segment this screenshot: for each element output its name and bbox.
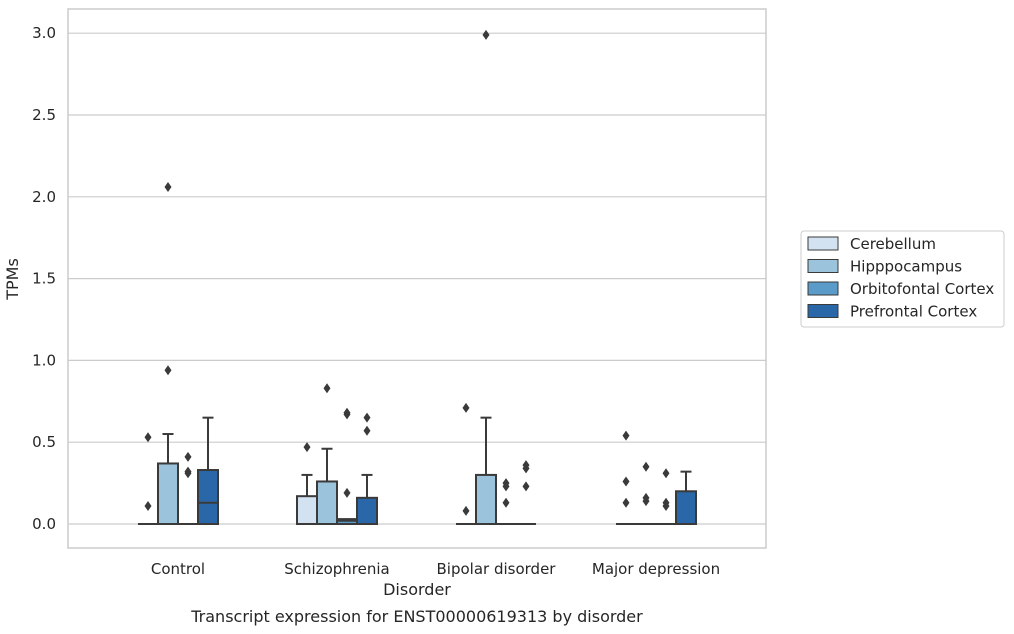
legend-label: Hipppocampus bbox=[850, 258, 962, 276]
y-tick-label: 1.5 bbox=[32, 270, 56, 288]
outlier-point bbox=[642, 461, 650, 472]
outlier-point bbox=[522, 463, 530, 474]
x-axis-title: Disorder bbox=[383, 580, 451, 599]
box bbox=[197, 469, 219, 525]
y-tick-label: 2.0 bbox=[32, 188, 56, 206]
x-tick-labels: Control Schizophrenia Bipolar disorder Majo… bbox=[151, 560, 720, 578]
x-tick-label: Major depression bbox=[592, 560, 720, 578]
box bbox=[157, 462, 179, 525]
legend-swatch bbox=[807, 281, 839, 296]
y-tick-label: 3.0 bbox=[32, 24, 56, 42]
outlier-point bbox=[502, 497, 510, 508]
series-hipppocampus bbox=[157, 29, 656, 526]
outlier-point bbox=[343, 487, 351, 498]
x-tick-label: Schizophrenia bbox=[284, 560, 389, 578]
outlier-point bbox=[144, 501, 152, 512]
gridlines bbox=[68, 32, 766, 525]
outlier-point bbox=[662, 501, 670, 512]
y-axis-title: TPMs bbox=[3, 258, 22, 301]
outlier-point bbox=[642, 496, 650, 507]
box bbox=[675, 490, 697, 525]
y-tick-label: 0.5 bbox=[32, 433, 56, 451]
box bbox=[296, 495, 318, 525]
outlier-point bbox=[622, 476, 630, 487]
series-orbitofontal-cortex bbox=[178, 407, 676, 525]
y-tick-label: 0.0 bbox=[32, 515, 56, 533]
outlier-point bbox=[323, 383, 331, 394]
outlier-point bbox=[343, 409, 351, 420]
outlier-point bbox=[164, 181, 172, 192]
series-cerebellum bbox=[138, 402, 636, 525]
outlier-point bbox=[622, 430, 630, 441]
legend-swatch bbox=[807, 304, 839, 318]
x-tick-label: Control bbox=[151, 560, 205, 578]
outlier-point bbox=[303, 442, 311, 453]
outlier-point bbox=[363, 425, 371, 436]
outlier-point bbox=[622, 497, 630, 508]
legend-label: Orbitofontal Cortex bbox=[850, 280, 994, 298]
outlier-point bbox=[522, 481, 530, 492]
outlier-point bbox=[462, 505, 470, 516]
outlier-point bbox=[482, 29, 490, 40]
outlier-point bbox=[184, 451, 192, 462]
x-tick-label: Bipolar disorder bbox=[437, 560, 557, 578]
legend-frame bbox=[800, 230, 1005, 328]
legend-swatch bbox=[807, 259, 839, 273]
y-tick-labels: 0.0 0.5 1.0 1.5 2.0 2.5 3.0 bbox=[32, 24, 56, 533]
outlier-point bbox=[662, 468, 670, 479]
outlier-point bbox=[184, 468, 192, 479]
y-tick-label: 1.0 bbox=[32, 351, 56, 369]
series-prefrontal-cortex bbox=[197, 412, 697, 526]
outlier-point bbox=[363, 412, 371, 423]
y-tick-label: 2.5 bbox=[32, 106, 56, 124]
legend-label: Cerebellum bbox=[850, 235, 936, 253]
box bbox=[356, 496, 378, 526]
box bbox=[475, 473, 497, 526]
box bbox=[316, 480, 338, 525]
outlier-point bbox=[164, 365, 172, 376]
legend-label: Prefrontal Cortex bbox=[850, 303, 977, 321]
outlier-point bbox=[502, 481, 510, 492]
outlier-point bbox=[144, 432, 152, 443]
figure-caption: Transcript expression for ENST0000061931… bbox=[190, 607, 643, 626]
legend-swatch bbox=[807, 236, 839, 251]
outlier-point bbox=[462, 402, 470, 413]
plot-frame bbox=[67, 8, 767, 549]
box-series bbox=[138, 29, 697, 526]
legend: Cerebellum Hipppocampus Orbitofontal Corte… bbox=[800, 230, 1005, 328]
